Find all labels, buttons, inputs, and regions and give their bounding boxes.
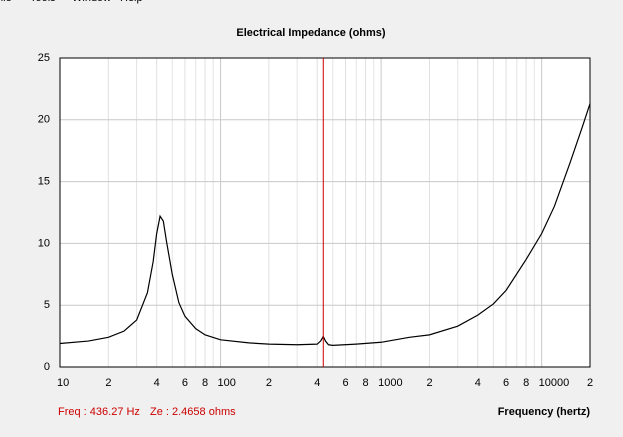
x-tick-label: 2 (266, 377, 272, 389)
x-tick-label: 6 (182, 377, 188, 389)
y-tick-label: 0 (44, 361, 50, 373)
y-tick-label: 25 (38, 52, 50, 64)
x-tick-label: 6 (503, 377, 509, 389)
impedance-line (59, 103, 591, 346)
x-tick-label: 4 (314, 377, 320, 389)
y-tick-label: 20 (38, 114, 50, 126)
x-tick-label: 10 (57, 377, 69, 389)
x-tick-label: 100 (218, 377, 236, 389)
x-tick-label: 1000 (378, 377, 402, 389)
x-tick-label: 4 (154, 377, 160, 389)
chart-title: Electrical Impedance (ohms) (236, 27, 385, 39)
menu-item[interactable]: Help (120, 0, 143, 4)
x-tick-label: 8 (363, 377, 369, 389)
plot-frame (59, 57, 591, 368)
x-tick-label: 6 (342, 377, 348, 389)
y-tick-label: 15 (38, 176, 50, 188)
x-tick-label: 8 (202, 377, 208, 389)
menu-item[interactable]: File (0, 0, 12, 4)
x-tick-label: 10000 (539, 377, 570, 389)
plot-area (60, 58, 590, 367)
x-tick-label: 2 (587, 377, 593, 389)
x-tick-label: 4 (475, 377, 481, 389)
menu-item[interactable]: Tools (30, 0, 56, 4)
menu-item[interactable]: Window (72, 0, 111, 4)
x-axis-label: Frequency (hertz) (498, 406, 591, 418)
y-tick-label: 5 (44, 299, 50, 311)
x-tick-label: 2 (105, 377, 111, 389)
y-tick-label: 10 (38, 237, 50, 249)
x-tick-label: 2 (426, 377, 432, 389)
readout: Freq : 436.27 Hz (58, 406, 140, 418)
x-tick-label: 8 (523, 377, 529, 389)
readout: Ze : 2.4658 ohms (150, 406, 236, 418)
